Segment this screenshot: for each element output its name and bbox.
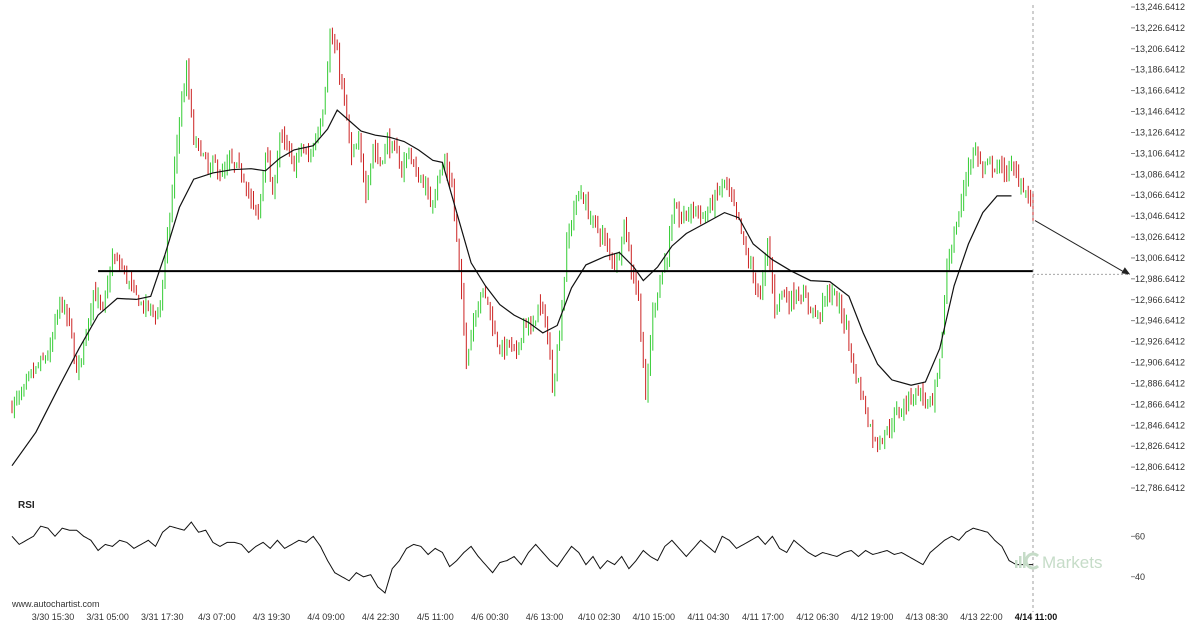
time-tick-label: 4/4 22:30 bbox=[362, 612, 400, 622]
time-tick-label: 3/31 17:30 bbox=[141, 612, 184, 622]
logo-c-icon bbox=[1024, 552, 1040, 570]
time-tick-label: 4/6 13:00 bbox=[526, 612, 564, 622]
price-tick-label: 13,186.6412 bbox=[1135, 65, 1185, 75]
price-tick-label: 13,246.6412 bbox=[1135, 2, 1185, 12]
time-tick-label: 4/6 00:30 bbox=[471, 612, 509, 622]
price-tick-label: 12,866.6412 bbox=[1135, 399, 1185, 409]
price-tick-label: 12,886.6412 bbox=[1135, 378, 1185, 388]
price-tick-label: 13,026.6412 bbox=[1135, 232, 1185, 242]
moving-average-line bbox=[11, 109, 1012, 467]
price-tick-label: 12,946.6412 bbox=[1135, 316, 1185, 326]
forecast-arrow bbox=[1034, 220, 1129, 275]
price-tick-label: 13,166.6412 bbox=[1135, 86, 1185, 96]
source-credit: www.autochartist.com bbox=[11, 599, 100, 609]
price-tick-label: 13,006.6412 bbox=[1135, 253, 1185, 263]
logo-bar-icon bbox=[1015, 560, 1018, 568]
price-tick-label: 12,926.6412 bbox=[1135, 337, 1185, 347]
watermark-text: Markets bbox=[1042, 553, 1102, 572]
time-tick-label: 4/14 11:00 bbox=[1015, 612, 1058, 622]
price-tick-label: 13,126.6412 bbox=[1135, 127, 1185, 137]
time-tick-label: 3/30 15:30 bbox=[32, 612, 75, 622]
time-tick-label: 4/10 15:00 bbox=[632, 612, 675, 622]
rsi-tick-label: 40 bbox=[1135, 572, 1145, 582]
time-tick-label: 4/13 22:00 bbox=[960, 612, 1003, 622]
rsi-line bbox=[11, 521, 1033, 594]
time-tick-label: 4/5 11:00 bbox=[417, 612, 454, 622]
watermark-logo: Markets bbox=[1015, 552, 1102, 572]
price-tick-label: 12,826.6412 bbox=[1135, 441, 1185, 451]
price-tick-label: 12,966.6412 bbox=[1135, 295, 1185, 305]
price-tick-label: 13,206.6412 bbox=[1135, 44, 1185, 54]
time-tick-label: 4/11 04:30 bbox=[687, 612, 729, 622]
rsi-tick-label: 60 bbox=[1135, 531, 1145, 541]
price-tick-label: 13,066.6412 bbox=[1135, 190, 1185, 200]
time-tick-label: 4/11 17:00 bbox=[742, 612, 784, 622]
price-axis: 13,246.6412 13,226.6412 13,206.6412 13,186.… bbox=[1131, 2, 1185, 493]
candles-layer bbox=[11, 27, 1034, 453]
time-tick-label: 4/4 09:00 bbox=[307, 612, 345, 622]
rsi-label: RSI bbox=[18, 500, 35, 511]
forecast-arrowhead-icon bbox=[1121, 267, 1130, 275]
price-tick-label: 12,806.6412 bbox=[1135, 462, 1185, 472]
price-tick-label: 13,046.6412 bbox=[1135, 211, 1185, 221]
time-tick-label: 4/10 02:30 bbox=[578, 612, 621, 622]
logo-bar-icon bbox=[1019, 556, 1022, 568]
price-tick-label: 12,786.6412 bbox=[1135, 483, 1185, 493]
price-tick-label: 13,086.6412 bbox=[1135, 169, 1185, 179]
rsi-panel bbox=[11, 521, 1033, 594]
time-tick-label: 3/31 05:00 bbox=[86, 612, 129, 622]
time-tick-label: 4/3 07:00 bbox=[198, 612, 236, 622]
time-tick-label: 4/3 19:30 bbox=[253, 612, 291, 622]
price-tick-label: 13,106.6412 bbox=[1135, 148, 1185, 158]
logo-bar-icon bbox=[1023, 552, 1026, 568]
price-tick-label: 13,226.6412 bbox=[1135, 23, 1185, 33]
rsi-axis: 60 40 bbox=[1131, 531, 1145, 582]
time-axis: 3/30 15:30 3/31 05:00 3/31 17:30 4/3 07:00 4… bbox=[32, 612, 1058, 622]
price-tick-label: 12,906.6412 bbox=[1135, 358, 1185, 368]
time-tick-label: 4/12 19:00 bbox=[851, 612, 894, 622]
price-tick-label: 12,846.6412 bbox=[1135, 420, 1185, 430]
time-tick-label: 4/13 08:30 bbox=[906, 612, 949, 622]
time-tick-label: 4/12 06:30 bbox=[796, 612, 839, 622]
price-tick-label: 12,986.6412 bbox=[1135, 274, 1185, 284]
price-tick-label: 13,146.6412 bbox=[1135, 107, 1185, 117]
